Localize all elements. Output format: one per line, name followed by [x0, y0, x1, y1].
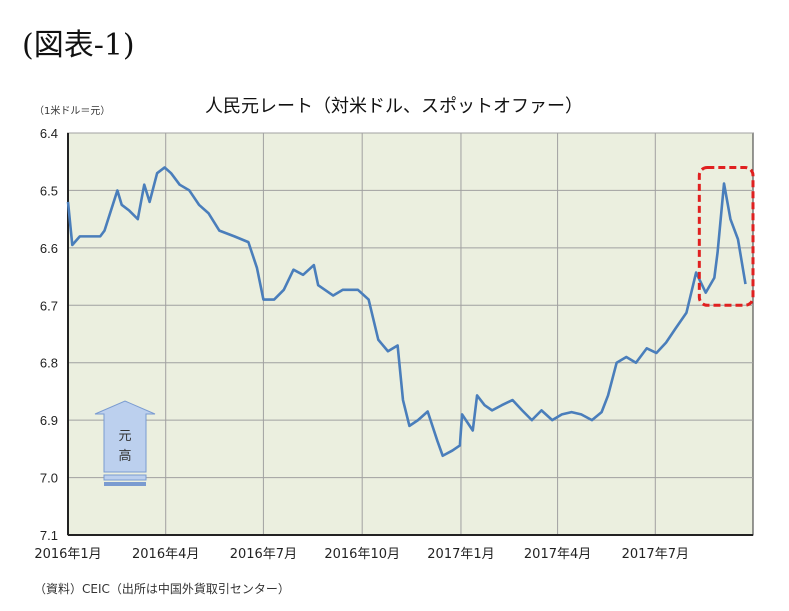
y-tick-label: 7.0 — [40, 471, 58, 486]
x-tick-label: 2016年1月 — [34, 547, 101, 562]
figure-label: (図表-1) — [22, 28, 135, 63]
up-arrow-icon — [94, 400, 156, 473]
series-line — [66, 166, 747, 458]
y-tick-label: 6.7 — [40, 298, 58, 313]
arrow-stripe — [104, 482, 146, 486]
y-tick-label: 6.8 — [40, 356, 58, 371]
highlight-box — [697, 165, 755, 307]
x-tick-label: 2016年7月 — [230, 547, 297, 562]
x-tick-label: 2016年4月 — [132, 547, 199, 562]
y-tick-label: 7.1 — [40, 528, 58, 543]
x-tick-label: 2016年10月 — [324, 547, 400, 562]
x-tick-label: 2017年7月 — [622, 547, 689, 562]
arrow-label: 高 — [118, 448, 131, 464]
arrow-stripe — [103, 474, 147, 481]
plot-area — [67, 132, 754, 536]
x-tick-label: 2017年1月 — [427, 547, 494, 562]
unit-label: （1米ドル＝元） — [34, 104, 110, 117]
y-tick-label: 6.6 — [40, 241, 58, 256]
y-tick-label: 6.9 — [40, 413, 58, 428]
arrow-label: 元 — [118, 429, 131, 444]
source-note: （資料）CEIC（出所は中国外貨取引センター） — [34, 582, 290, 596]
y-tick-label: 6.4 — [40, 126, 58, 141]
chart-title: 人民元レート（対米ドル、スポットオファー） — [205, 96, 583, 117]
y-tick-label: 6.5 — [40, 183, 58, 198]
x-tick-label: 2017年4月 — [524, 547, 591, 562]
